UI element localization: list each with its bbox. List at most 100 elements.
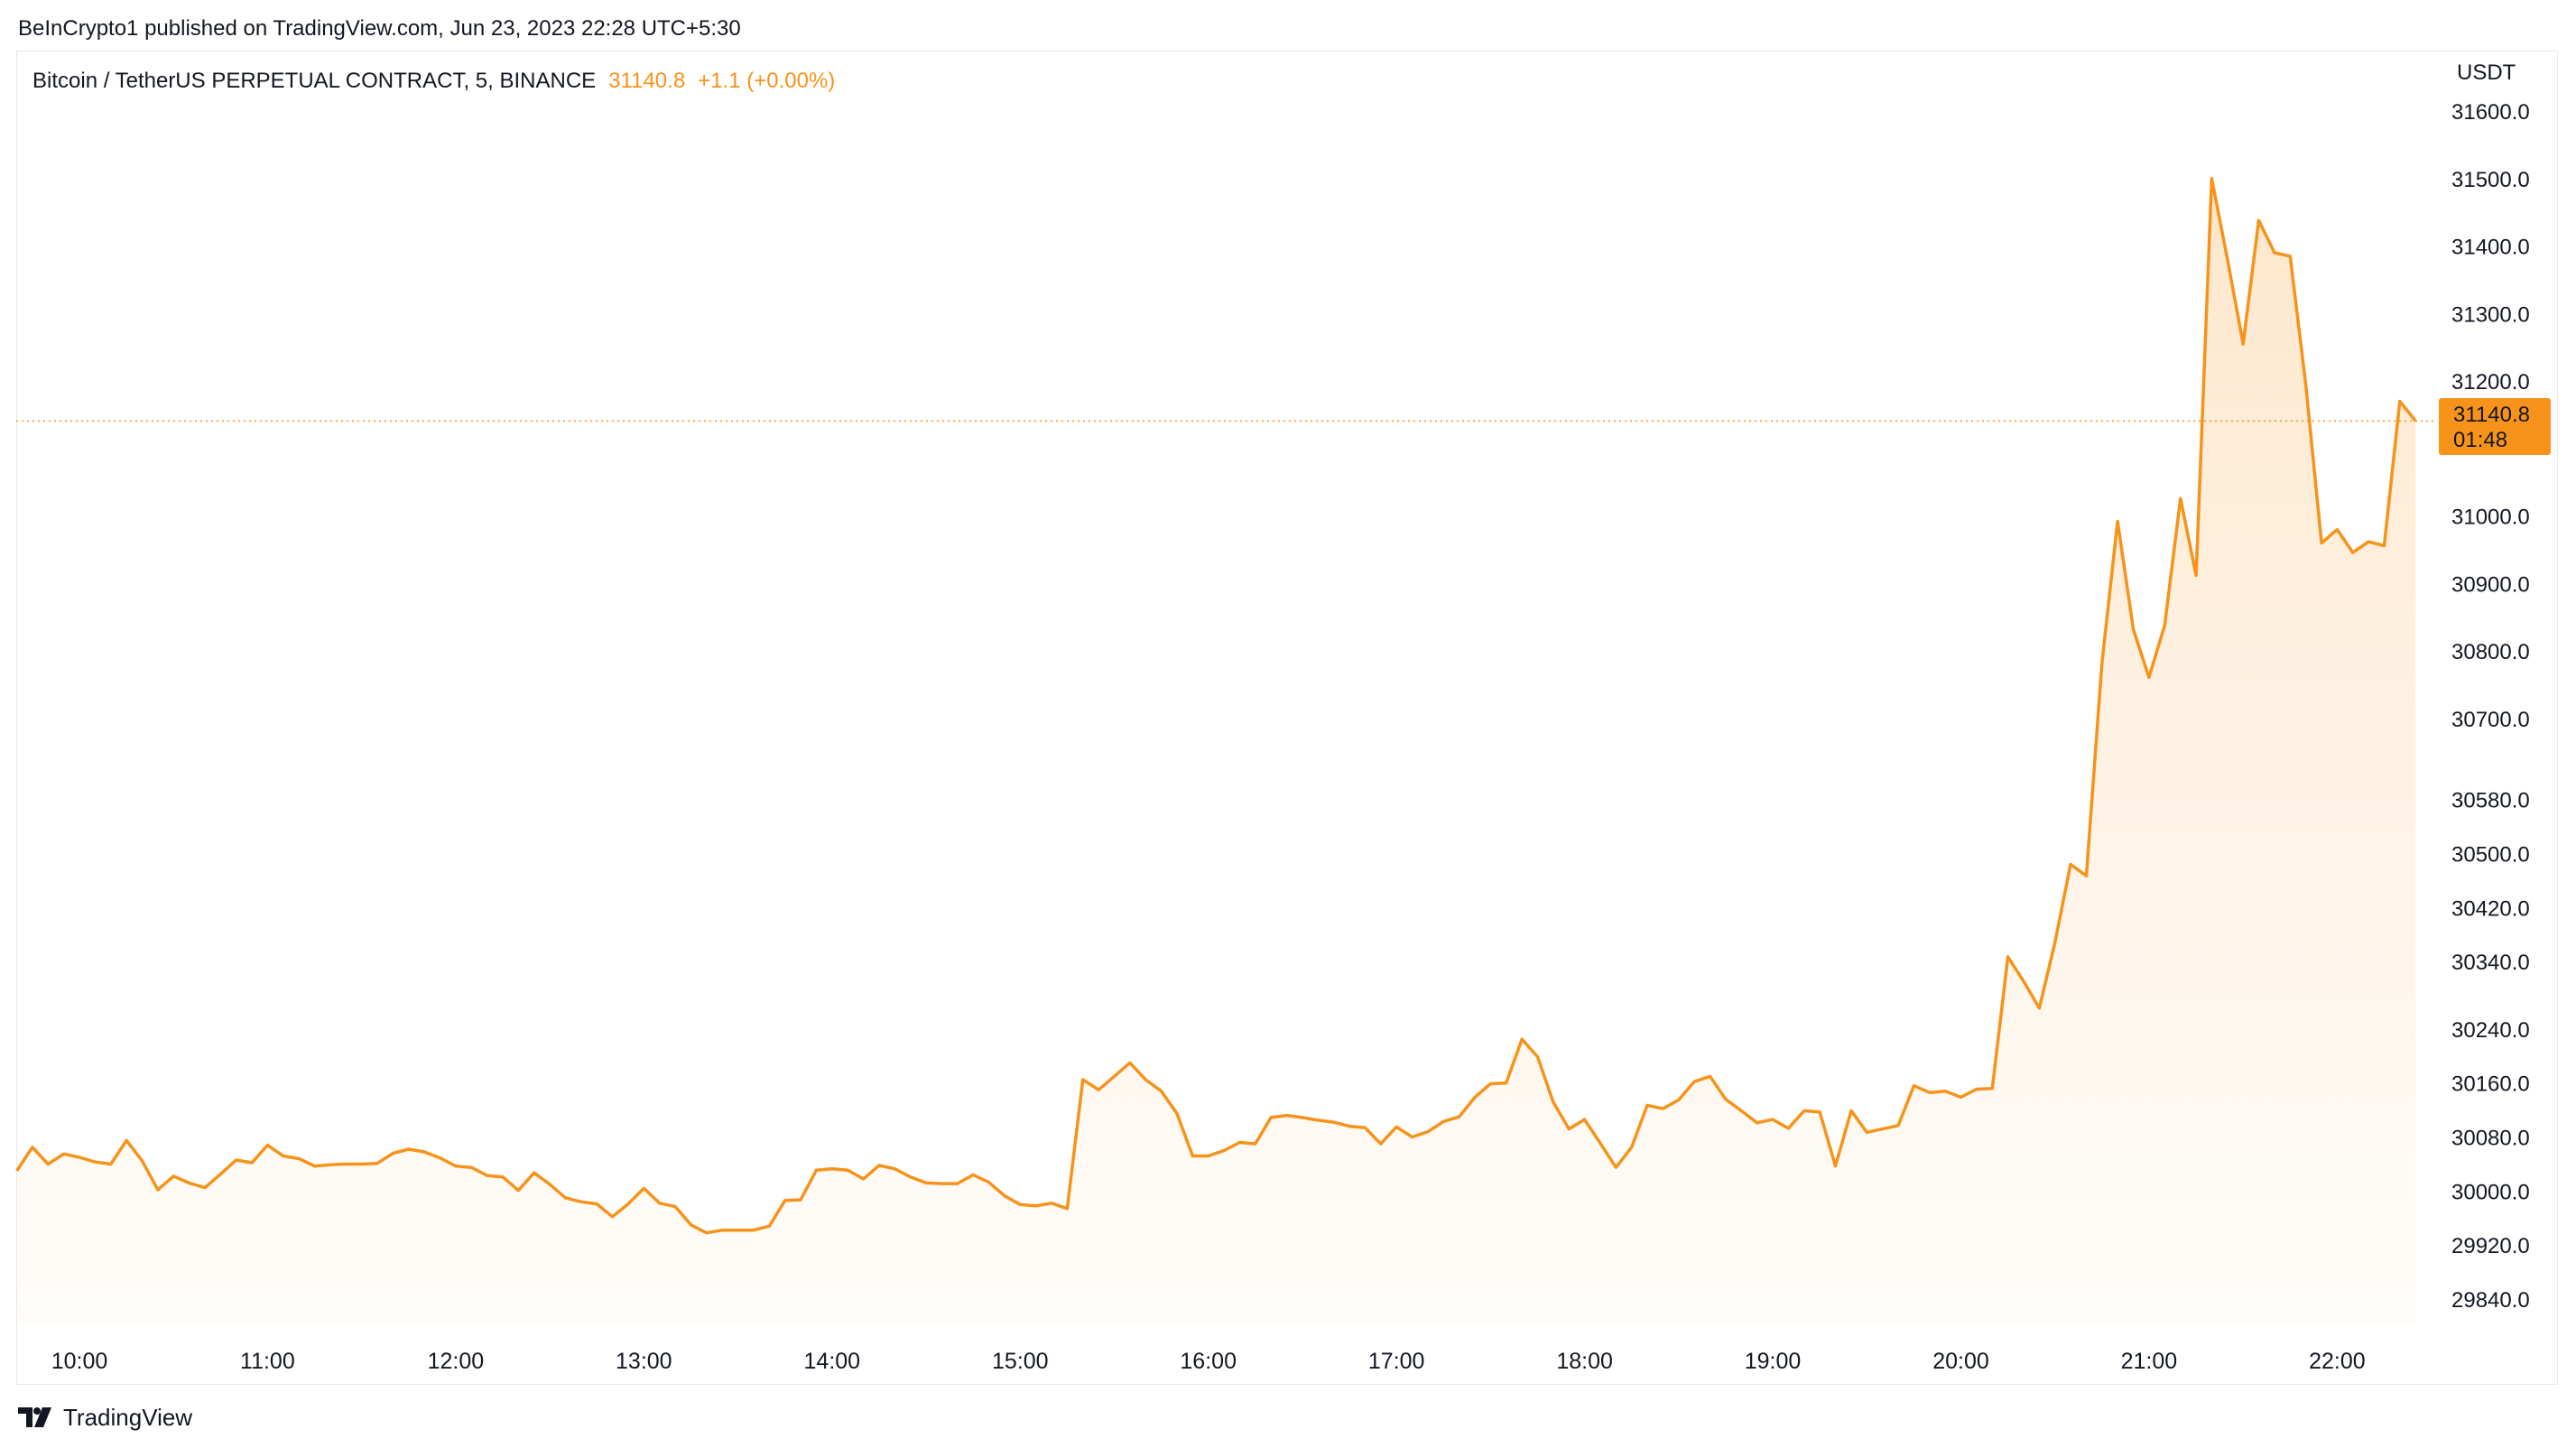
price-point: [548, 1182, 552, 1186]
price-point: [783, 1198, 787, 1202]
price-point: [328, 1163, 332, 1167]
price-point: [1144, 1078, 1148, 1082]
axis-currency-label[interactable]: USDT: [2457, 60, 2516, 85]
price-area: [16, 178, 2416, 1325]
price-line-layer: [15, 177, 2417, 1235]
price-point: [78, 1156, 82, 1160]
x-tick-label: 11:00: [240, 1349, 295, 1374]
price-point: [2052, 941, 2057, 945]
price-point: [1206, 1154, 1210, 1158]
y-tick-label: 31300.0: [2451, 302, 2530, 327]
y-tick-label: 30800.0: [2451, 640, 2530, 664]
price-point: [2069, 862, 2073, 867]
y-tick-label: 30700.0: [2451, 708, 2530, 732]
y-tick-label: 30240.0: [2451, 1018, 2530, 1043]
price-point: [108, 1162, 113, 1166]
chart-frame: [16, 51, 2558, 1385]
price-point: [1284, 1113, 1289, 1118]
y-tick-label: 30420.0: [2451, 896, 2530, 921]
price-point: [1771, 1118, 1775, 1122]
price-point: [1237, 1140, 1242, 1145]
price-point: [1833, 1164, 1838, 1168]
price-point: [1723, 1097, 1728, 1101]
price-point: [1441, 1119, 1446, 1124]
x-tick-label: 18:00: [1556, 1349, 1613, 1374]
tradingview-brand[interactable]: TradingView: [18, 1403, 192, 1432]
price-point: [1065, 1206, 1070, 1211]
price-point: [1614, 1165, 1618, 1170]
price-point: [250, 1161, 255, 1165]
price-point: [1395, 1125, 1399, 1129]
price-point: [2414, 419, 2418, 423]
price-point: [2021, 979, 2025, 983]
y-tick-label: 30500.0: [2451, 843, 2530, 868]
price-point: [2194, 573, 2199, 578]
time-axis[interactable]: 10:00 11:00 12:00 13:00 14:00 15:00 16:00 17:00…: [51, 1349, 2366, 1374]
price-point: [234, 1158, 238, 1163]
price-point: [203, 1185, 208, 1190]
x-tick-label: 15:00: [992, 1349, 1049, 1374]
price-point: [736, 1228, 740, 1232]
symbol-title[interactable]: Bitcoin / TetherUS PERPETUAL CONTRACT, 5…: [32, 69, 596, 93]
price-point: [532, 1171, 536, 1175]
price-point: [2303, 382, 2308, 386]
price-point: [673, 1204, 678, 1209]
last-price-tag-price: 31140.8: [2453, 403, 2530, 427]
price-point: [140, 1158, 144, 1163]
y-tick-label: 31400.0: [2451, 236, 2530, 260]
price-point: [2350, 551, 2355, 555]
price-point: [125, 1138, 129, 1143]
price-point: [1080, 1078, 1085, 1082]
price-point: [2335, 527, 2340, 532]
price-point: [297, 1156, 301, 1161]
price-point: [1348, 1124, 1352, 1128]
price-point: [626, 1202, 631, 1206]
price-point: [218, 1172, 223, 1176]
price-point: [344, 1162, 348, 1166]
price-point: [1959, 1095, 1963, 1100]
price-axis[interactable]: 29840.0 29920.0 30000.0 30080.0 30160.0 30240…: [2451, 100, 2530, 1313]
price-point: [579, 1200, 583, 1204]
x-tick-label: 21:00: [2121, 1349, 2178, 1374]
price-point: [155, 1187, 160, 1192]
price-point: [1567, 1127, 1571, 1131]
price-point: [516, 1188, 521, 1193]
price-point: [422, 1150, 427, 1155]
price-point: [861, 1176, 866, 1181]
price-point: [2131, 627, 2136, 632]
price-point: [2288, 254, 2293, 258]
price-point: [876, 1164, 881, 1168]
price-point: [563, 1195, 568, 1200]
price-point: [1097, 1088, 1101, 1092]
tradingview-brand-label: TradingView: [63, 1403, 193, 1431]
last-price-tag: 31140.8 01:48: [2439, 398, 2551, 455]
price-point: [1426, 1129, 1431, 1134]
price-point: [1598, 1141, 1602, 1146]
price-point: [829, 1166, 834, 1171]
y-tick-label: 31600.0: [2451, 100, 2530, 125]
price-point: [1127, 1061, 1132, 1065]
price-point: [971, 1173, 976, 1177]
price-point: [1582, 1118, 1587, 1122]
price-point: [406, 1147, 411, 1152]
price-point: [1708, 1074, 1712, 1079]
price-point: [955, 1182, 959, 1186]
symbol-legend[interactable]: Bitcoin / TetherUS PERPETUAL CONTRACT, 5…: [32, 60, 2516, 93]
price-point: [595, 1202, 599, 1206]
price-point: [1865, 1130, 1869, 1135]
tradingview-logo-icon: [18, 1407, 51, 1427]
price-point: [46, 1162, 51, 1166]
price-point: [281, 1154, 285, 1158]
price-point: [924, 1181, 929, 1185]
price-point: [1927, 1091, 1932, 1095]
price-point: [1645, 1103, 1650, 1108]
price-point: [2006, 954, 2010, 959]
price-line: [15, 177, 2417, 1235]
price-point: [2146, 675, 2151, 680]
price-point: [1880, 1127, 1885, 1131]
y-tick-label: 31500.0: [2451, 168, 2530, 192]
y-tick-label: 30080.0: [2451, 1127, 2530, 1151]
x-tick-label: 22:00: [2309, 1349, 2366, 1374]
price-point: [2225, 257, 2229, 262]
